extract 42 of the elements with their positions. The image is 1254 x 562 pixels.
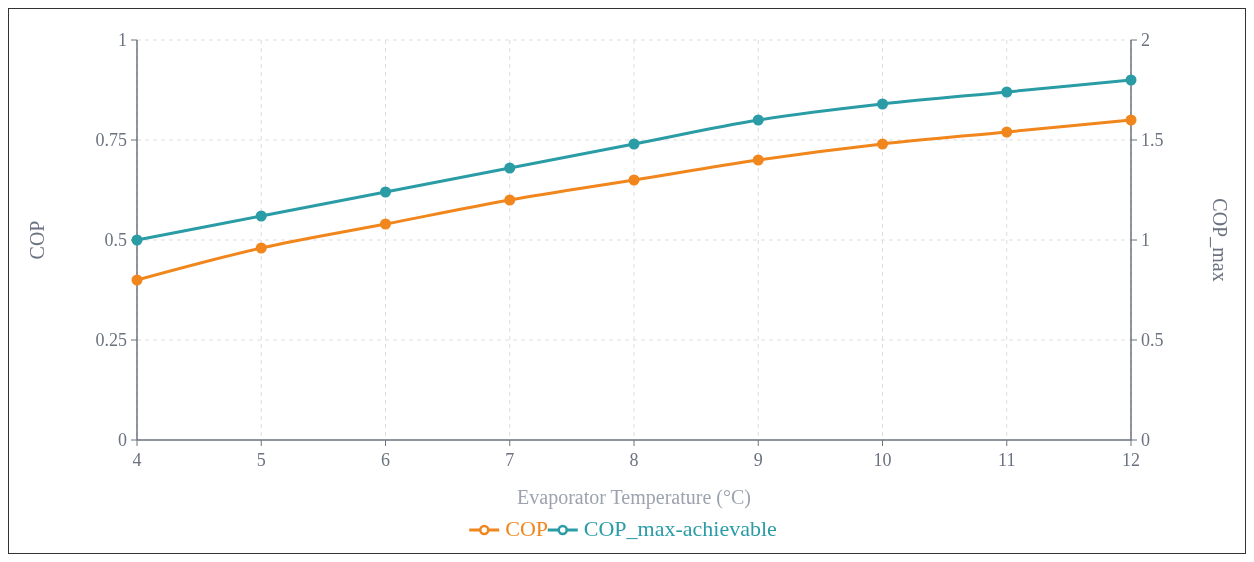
y2-tick-label: 1 — [1141, 230, 1150, 250]
x-tick-label: 6 — [381, 450, 390, 470]
point — [504, 194, 516, 206]
x-tick-label: 9 — [753, 450, 763, 470]
x-tick-label: 10 — [873, 450, 892, 470]
y2-tick-label: 0.5 — [1141, 330, 1164, 350]
legend-label: COP_max-achievable — [583, 516, 777, 541]
y2-tick-label: 2 — [1141, 30, 1150, 50]
point — [628, 138, 640, 150]
point — [504, 162, 516, 174]
x-tick-label: 12 — [1122, 450, 1140, 470]
x-tick-label: 11 — [998, 450, 1016, 470]
y-axis-title: COP — [26, 220, 48, 260]
point — [752, 154, 764, 166]
point — [1001, 126, 1013, 138]
point — [380, 218, 391, 230]
y-tick-label: 0.5 — [104, 230, 127, 250]
y-tick-label: 0.75 — [95, 130, 127, 150]
y2-axis-title: COP_max — [1209, 198, 1231, 282]
y2-tick-label: 0 — [1141, 430, 1150, 450]
x-axis-title: Evaporator Temperature (°C) — [517, 486, 751, 509]
point — [1001, 86, 1013, 98]
point — [131, 234, 143, 246]
point — [752, 114, 764, 126]
point — [1125, 114, 1137, 126]
point — [628, 174, 640, 186]
x-tick-label: 7 — [505, 450, 515, 470]
point — [380, 186, 391, 198]
point — [877, 98, 888, 110]
point — [255, 210, 267, 222]
y-tick-label: 0 — [118, 430, 127, 450]
point — [877, 138, 888, 150]
legend-label: COP — [505, 516, 549, 541]
y-tick-label: 0.25 — [95, 330, 127, 350]
x-tick-label: 4 — [132, 450, 142, 470]
x-tick-label: 5 — [256, 450, 266, 470]
point — [131, 274, 143, 286]
y2-tick-label: 1.5 — [1141, 130, 1164, 150]
x-tick-label: 8 — [629, 450, 639, 470]
point — [255, 242, 267, 254]
y-tick-label: 1 — [118, 30, 127, 50]
point — [1125, 74, 1137, 86]
